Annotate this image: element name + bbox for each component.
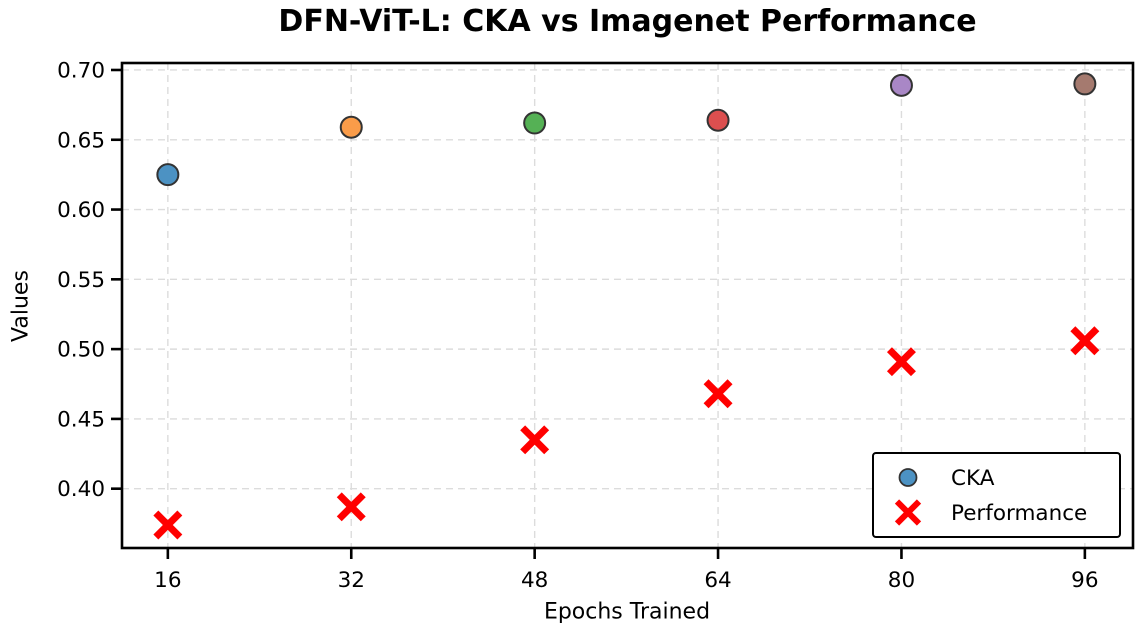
y-tick-label: 0.70 xyxy=(57,58,105,83)
chart-title: DFN-ViT-L: CKA vs Imagenet Performance xyxy=(278,4,977,39)
cka-point xyxy=(889,73,913,97)
x-marker-stroke xyxy=(1070,326,1100,356)
x-marker-stroke xyxy=(894,499,922,526)
cka-point xyxy=(523,111,547,135)
x-marker-stroke xyxy=(886,347,916,377)
legend-label-cka: CKA xyxy=(951,466,995,491)
performance-point xyxy=(336,492,366,522)
cka-point xyxy=(1073,72,1097,96)
x-tick-label: 64 xyxy=(704,568,731,593)
y-tick-label: 0.40 xyxy=(57,477,105,502)
legend-label-performance: Performance xyxy=(951,501,1087,526)
x-tick-label: 48 xyxy=(521,568,548,593)
cka-point xyxy=(706,108,730,132)
x-marker-stroke xyxy=(153,510,183,540)
y-tick-label: 0.65 xyxy=(57,128,105,153)
legend: CKA Performance xyxy=(872,452,1121,538)
y-tick-label: 0.50 xyxy=(57,338,105,363)
cka-point xyxy=(156,163,180,187)
performance-point xyxy=(520,425,550,455)
x-marker-stroke xyxy=(703,379,733,409)
series-cka xyxy=(156,72,1097,187)
y-tick-label: 0.60 xyxy=(57,198,105,223)
series-performance xyxy=(153,326,1100,540)
gridlines xyxy=(122,63,1133,548)
y-tick-label: 0.55 xyxy=(57,268,105,293)
performance-point xyxy=(703,379,733,409)
performance-point xyxy=(1070,326,1100,356)
performance-point xyxy=(153,510,183,540)
x-tick-label: 16 xyxy=(154,568,181,593)
x-tick-label: 32 xyxy=(338,568,365,593)
x-tick-label: 80 xyxy=(888,568,915,593)
x-marker-stroke xyxy=(336,492,366,522)
y-axis-label: Values xyxy=(8,270,34,342)
axis-ticks: 16 32 48 64 80 96 0.40 0.45 0.50 0.55 0.60 0.65 0.70 xyxy=(57,58,1098,593)
cka-point xyxy=(339,115,363,139)
legend-box xyxy=(872,452,1121,538)
legend-cka-marker-icon xyxy=(898,468,918,487)
legend-performance-marker-icon xyxy=(894,499,922,526)
x-tick-label: 96 xyxy=(1071,568,1098,593)
x-axis-label: Epochs Trained xyxy=(543,599,711,625)
performance-point xyxy=(886,347,916,377)
x-marker-stroke xyxy=(520,425,550,455)
y-tick-label: 0.45 xyxy=(57,407,105,432)
plot-spines xyxy=(120,61,1135,550)
